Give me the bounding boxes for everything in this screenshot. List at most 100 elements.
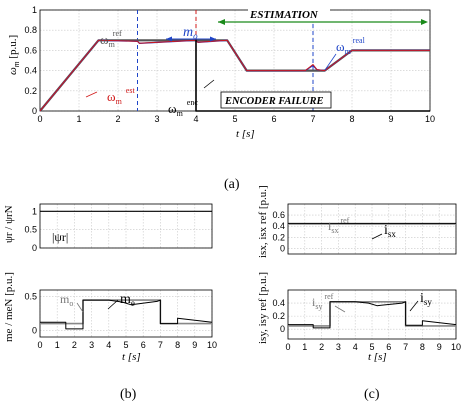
panel-a: 0 0.2 0.4 0.6 0.8 1 0 1 2 3 4 5 6 7 8 9 10 ωm [p.u.] t … [7,5,435,192]
panel-b-bottom-ylabel: me / meN [p.u.] [3,272,15,342]
psi-label: |ψr| [52,230,68,244]
omega-ref-label: ωmref [100,29,122,49]
estimation-box [248,6,330,21]
panel-b-top-ytick-label: 1 [32,206,37,216]
panel-c-top-ytick-label: 0.4 [272,221,285,231]
panel-c-top-ytick-label: 0.6 [272,210,285,220]
panel-a-xtick-label: 2 [115,114,120,124]
m-o-arrow-left-head [166,36,172,42]
panel-b-caption: (b) [120,387,137,402]
panel-b-bottom-xticks: 0 1 2 3 4 5 6 7 8 9 10 [37,340,217,350]
panel-c-top-ylabel: isx, isx ref [p.u.] [257,185,269,258]
panel-a-ytick-label: 0 [32,106,37,116]
panel-c-bottom-xtick-label: 7 [403,342,408,352]
panel-c-bottom-xtick-label: 3 [336,342,341,352]
omega-real-pointer [324,53,337,71]
panel-a-yticks: 0 0.2 0.4 0.6 0.8 1 [24,5,37,116]
panel-a-series [39,39,430,112]
panel-a-xtick-label: 5 [232,114,237,124]
estimation-arrow-right-head [421,19,428,25]
isx-pointer [371,233,383,240]
panel-b-top-ytick-label: 0 [32,243,37,253]
omega-enc-pointer [203,79,215,89]
panel-b-bottom-yticks: 00.5 [24,292,37,336]
panel-c-bottom-series-0 [288,300,456,327]
panel-a-ytick-label: 0.4 [24,66,37,76]
panel-a-xtick-label: 10 [425,114,435,124]
isy-ref-label: isyref [312,292,334,311]
panel-b-bottom-ytick-label: 0 [32,325,37,335]
m-o-label: mo [183,25,198,41]
panel-b-bottom-xtick-label: 1 [55,340,60,350]
panel-b-bottom-frame [39,289,213,338]
panel-c-bottom-xtick-label: 6 [386,342,391,352]
isy-pointer [409,300,419,312]
panel-c-bottom-series [288,300,457,329]
estimation-arrow-left-head [218,19,225,25]
panel-c-bottom-xtick-label: 8 [420,342,425,352]
panel-c-caption: (c) [364,387,380,402]
panel-c-top-grid [287,204,457,254]
panel-b-bottom-xtick-label: 4 [106,340,111,350]
panel-b-bottom-series [40,299,213,330]
panel-c-bottom-ylabel: isy, isy ref [p.u.] [257,272,269,344]
panel-c-top-ytick-label: 0.2 [272,232,285,242]
panel-b-top-ylabel: ψr / ψrN [3,205,15,243]
m-e-pointer [107,299,119,310]
panel-c-top-ytick-label: 0 [280,243,285,253]
panel-c-bottom-ytick-label: 0.4 [272,298,285,308]
panel-c-bottom-frame [287,289,457,340]
panel-b-bottom-xtick-label: 9 [192,340,197,350]
panel-b-top-ytick-label: 0.5 [24,225,37,235]
panel-c: 00.20.40.6 isx, isx ref [p.u.] isxref is… [257,185,461,402]
omega-enc-label: ωmenc [168,98,198,118]
isy-ref-pointer [334,305,346,313]
isx-ref-label: isxref [328,216,350,235]
panel-c-top-frame [287,203,457,255]
omega-real-label: ωmreal [336,36,366,56]
panel-a-xtick-label: 9 [388,114,393,124]
panel-a-xtick-label: 1 [76,114,81,124]
panel-c-bottom-xticks: 0 1 2 3 4 5 6 7 8 9 10 [285,342,461,352]
panel-c-bottom-xtick-label: 1 [302,342,307,352]
panel-a-xlabel: t [s] [236,128,255,140]
panel-b-bottom-series-1 [40,299,213,330]
panel-a-xtick-label: 7 [310,114,315,124]
panel-c-top-series [288,222,456,225]
panel-c-bottom-xtick-label: 10 [451,342,461,352]
panel-c-bottom-ytick-label: 0 [280,324,285,334]
panel-a-ytick-label: 0.6 [24,45,37,55]
panel-b-top-frame [39,203,213,249]
panel-b-top-yticks: 00.51 [24,206,37,253]
panel-a-xtick-label: 3 [154,114,159,124]
panel-c-bottom-xtick-label: 0 [285,342,290,352]
encoder-failure-label: ENCODER FAILURE [224,96,324,107]
panel-a-ylabel: ωm [p.u.] [7,35,21,75]
panel-c-bottom-xtick-label: 9 [437,342,442,352]
m-o-b-label: mo [60,292,73,308]
panel-a-ytick-label: 0.8 [24,25,37,35]
m-o-arrow-right-head [210,36,216,42]
panel-c-bottom-series-1 [288,301,457,329]
panel-c-bottom-ytick-label: 0.2 [272,311,285,321]
omega-est-pointer [85,91,98,98]
panel-b-bottom-xtick-label: 5 [123,340,128,350]
panel-b-bottom-xtick-label: 8 [175,340,180,350]
panel-b-bottom-xtick-label: 6 [141,340,146,350]
isy-label: isy [420,291,432,307]
estimation-label: ESTIMATION [249,9,319,21]
panel-c-bottom-xtick-label: 5 [369,342,374,352]
panel-a-series-3 [195,39,430,112]
panel-b-bottom-ytick-label: 0.5 [24,292,37,302]
omega-est-label: ωmest [107,86,135,106]
panel-a-xtick-label: 4 [193,114,198,124]
panel-a-xtick-label: 6 [271,114,276,124]
panel-c-bottom-xtick-label: 2 [319,342,324,352]
panel-a-ytick-label: 1 [32,5,37,15]
panel-b-bottom-xtick-label: 3 [89,340,94,350]
m-e-label: me [120,292,135,308]
panel-b-bottom-xtick-label: 2 [72,340,77,350]
panel-c-top-yticks: 00.20.40.6 [272,210,285,253]
panel-b-xlabel: t [s] [122,351,141,363]
